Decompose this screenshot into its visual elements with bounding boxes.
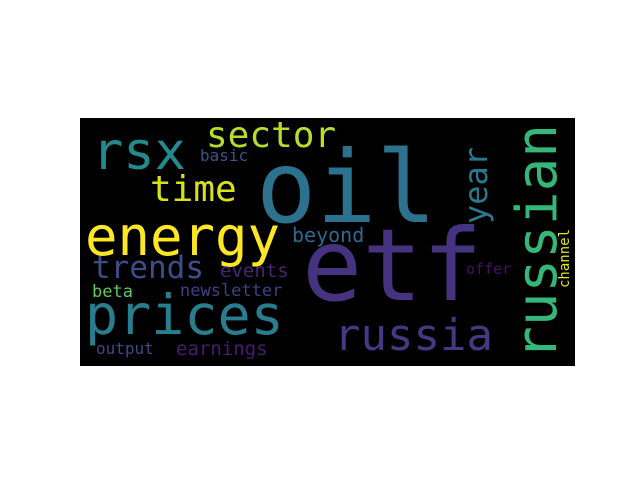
word-russia: russia <box>334 310 493 361</box>
word-energy: energy <box>85 205 281 268</box>
word-cloud: oil etf russian energy prices rsx sector… <box>80 118 575 366</box>
word-newsletter: newsletter <box>180 281 283 301</box>
word-sector: sector <box>206 118 337 156</box>
word-etf: etf <box>302 207 483 324</box>
word-channel: channel <box>557 228 573 288</box>
word-year: year <box>457 146 495 224</box>
word-earnings: earnings <box>176 338 268 360</box>
word-beta: beta <box>92 282 133 302</box>
word-rsx: rsx <box>92 122 186 182</box>
word-time: time <box>150 169 237 210</box>
word-trends: trends <box>92 250 204 286</box>
word-output: output <box>96 339 154 358</box>
word-events: events <box>220 260 289 282</box>
word-oil: oil <box>256 129 437 246</box>
word-beyond: beyond <box>292 223 365 247</box>
word-offer: offer <box>466 260 512 278</box>
word-basic: basic <box>200 146 249 165</box>
word-prices: prices <box>85 283 284 347</box>
